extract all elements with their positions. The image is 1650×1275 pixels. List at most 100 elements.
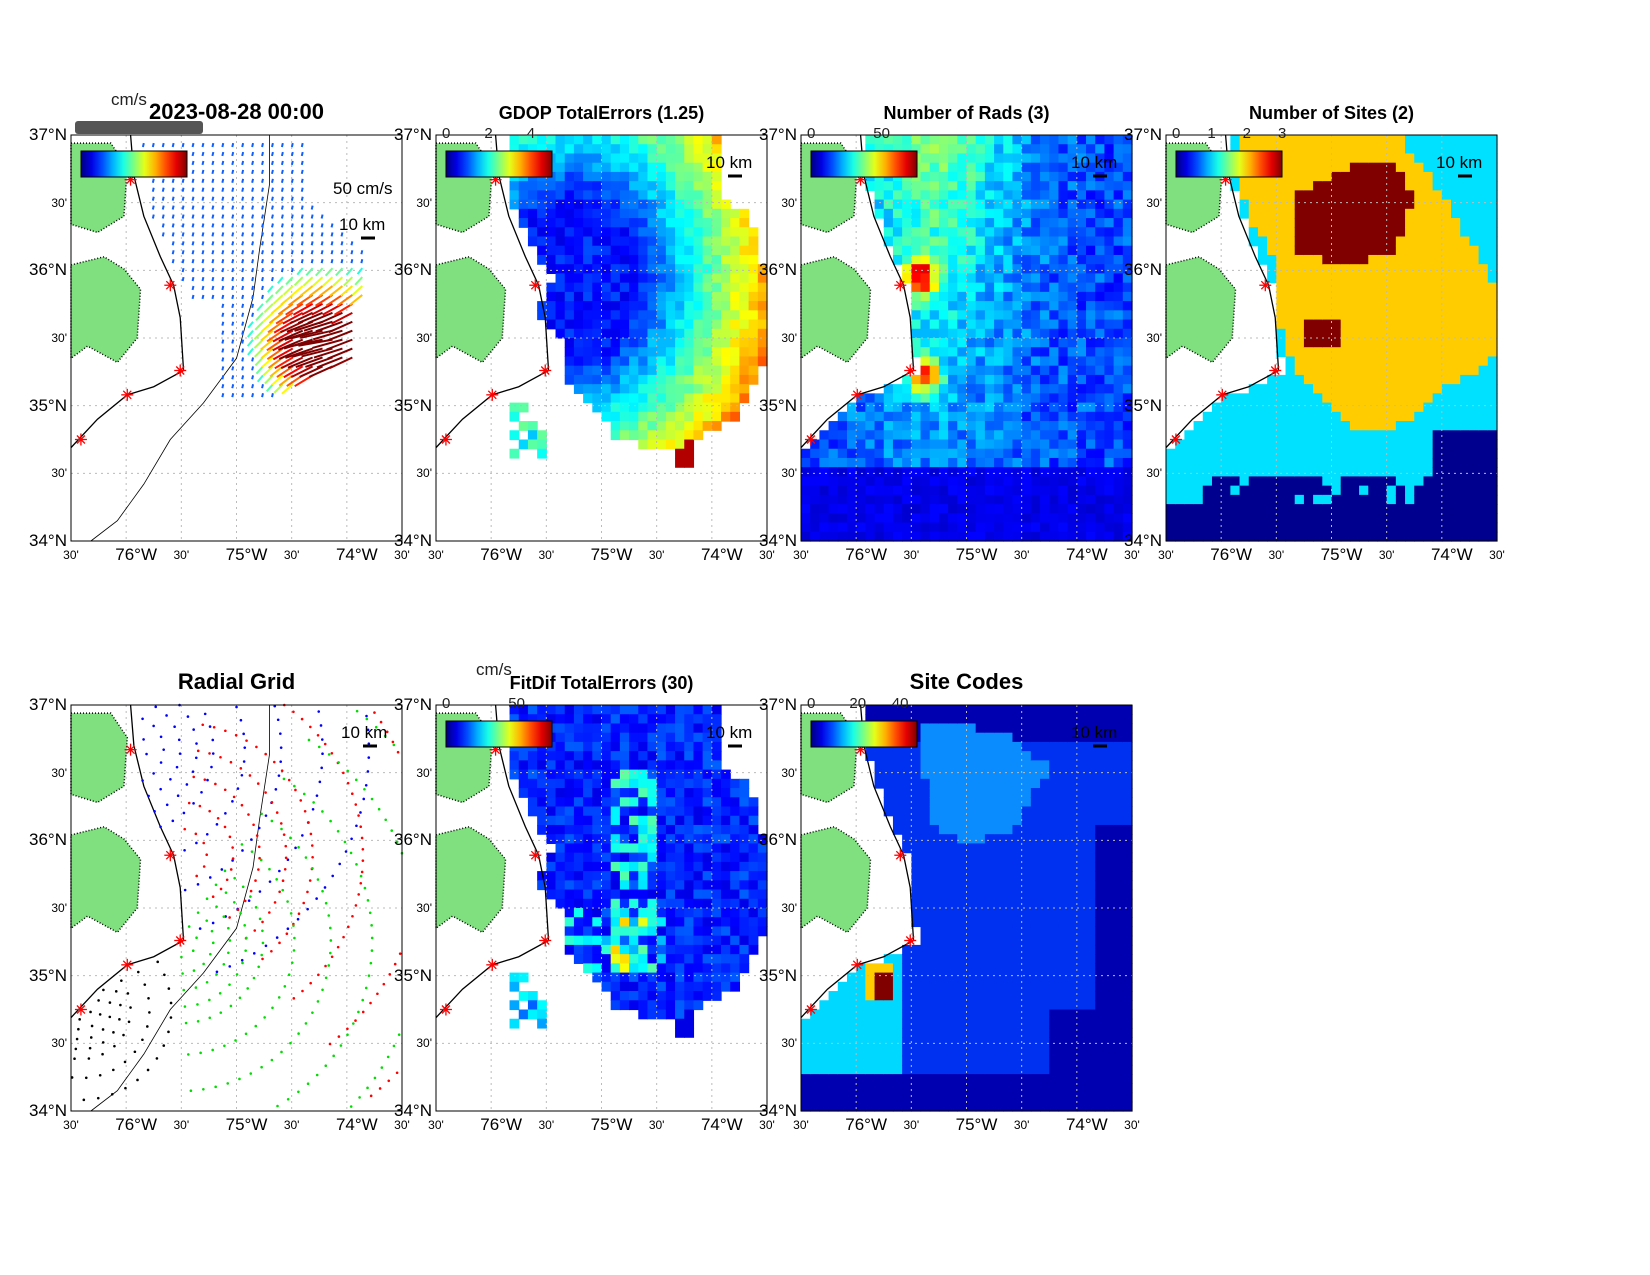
heatmap-cell [555,282,566,293]
radial-grid-point [339,1044,343,1047]
current-vector [310,259,314,264]
heatmap-cell [748,245,759,256]
heatmap-cell [693,273,704,284]
heatmap-cell [684,926,695,937]
heatmap-cell [638,144,649,155]
radial-grid-point [315,794,319,797]
heatmap-cell [592,153,603,164]
heatmap-cell [629,190,639,201]
current-vector [300,151,304,157]
heatmap-cell [1432,301,1443,311]
radial-grid-point [277,996,281,999]
heatmap-cell [1340,190,1351,201]
radial-grid-point [215,823,219,826]
heatmap-cell [1267,208,1277,219]
heatmap-cell [1303,135,1314,145]
heatmap-cell [1003,282,1014,293]
heatmap-cell [929,384,940,394]
heatmap-cell [1460,365,1471,376]
heatmap-cell [647,171,658,182]
heatmap-cell [619,852,630,863]
heatmap-cell [711,162,722,173]
heatmap-cell [601,347,612,358]
heatmap-cell [1331,190,1342,201]
heatmap-cell [573,723,584,734]
heatmap-cell [757,338,768,348]
heatmap-cell [1113,411,1124,422]
heatmap-cell [629,356,639,367]
heatmap-cell [920,347,931,358]
heatmap-cell [1104,282,1115,293]
heatmap-cell [929,356,940,367]
heatmap-cell [1487,439,1498,450]
heatmap-cell [546,208,557,219]
heatmap-cell [546,227,557,238]
heatmap-cell [1441,457,1452,468]
heatmap-cell [938,421,949,431]
heatmap-cell [665,935,676,946]
heatmap-cell [592,889,603,900]
heatmap-cell [1257,411,1268,422]
heatmap-cell [527,778,538,789]
current-vector [269,365,284,378]
heatmap-cell [1423,199,1434,210]
heatmap-cell [1193,457,1204,468]
radial-grid-point [311,1011,314,1014]
heatmap-cell [675,190,685,201]
current-vector [261,384,264,389]
heatmap-cell [920,485,931,496]
heatmap-cell [1175,476,1185,487]
heatmap-cell [592,806,603,817]
x-tick-label: 30' [394,548,410,562]
radial-grid-point [243,746,247,749]
heatmap-cell [1294,227,1305,238]
heatmap-cell [994,476,1004,487]
heatmap-cell [966,301,977,311]
heatmap-cell [828,457,839,468]
heatmap-cell [675,421,685,431]
heatmap-cell [1104,338,1115,348]
heatmap-cell [1487,448,1498,459]
current-vector [272,329,294,343]
heatmap-cell [975,135,986,145]
heatmap-cell [902,218,912,228]
heatmap-cell [1322,531,1333,542]
heatmap-cell [1067,171,1078,182]
heatmap-cell [1451,162,1461,173]
heatmap-cell [1076,190,1087,201]
x-tick-label: 30' [1489,548,1505,562]
current-vector [290,151,294,157]
heatmap-cell [1113,181,1124,191]
heatmap-cell [757,301,768,311]
heatmap-cell [1349,457,1360,468]
heatmap-cell [1267,448,1277,459]
current-vector [280,250,284,255]
radial-grid-point [152,724,155,728]
heatmap-cell [1276,494,1287,505]
heatmap-cell [902,421,912,431]
heatmap-cell [1451,356,1461,367]
heatmap-cell [1193,485,1204,496]
heatmap-cell [527,144,538,155]
heatmap-cell [619,144,630,155]
heatmap-cell [1095,504,1106,514]
heatmap-cell [638,291,649,302]
heatmap-cell [573,199,584,210]
radial-grid-point [276,1104,279,1108]
heatmap-cell [665,843,676,854]
current-vector [191,294,195,300]
heatmap-cell [984,393,995,404]
radial-grid-point [195,936,198,940]
heatmap-cell [629,861,639,872]
heatmap-cell [966,485,977,496]
heatmap-cell [1368,374,1379,385]
heatmap-cell [1285,282,1296,293]
y-tick-label: 30' [51,195,67,210]
heatmap-cell [1441,421,1452,431]
heatmap-cell [1021,476,1032,487]
heatmap-cell [1451,365,1461,376]
heatmap-cell [656,402,667,413]
heatmap-cell [1113,162,1124,173]
current-vector [221,223,225,228]
heatmap-cell [1040,504,1050,514]
